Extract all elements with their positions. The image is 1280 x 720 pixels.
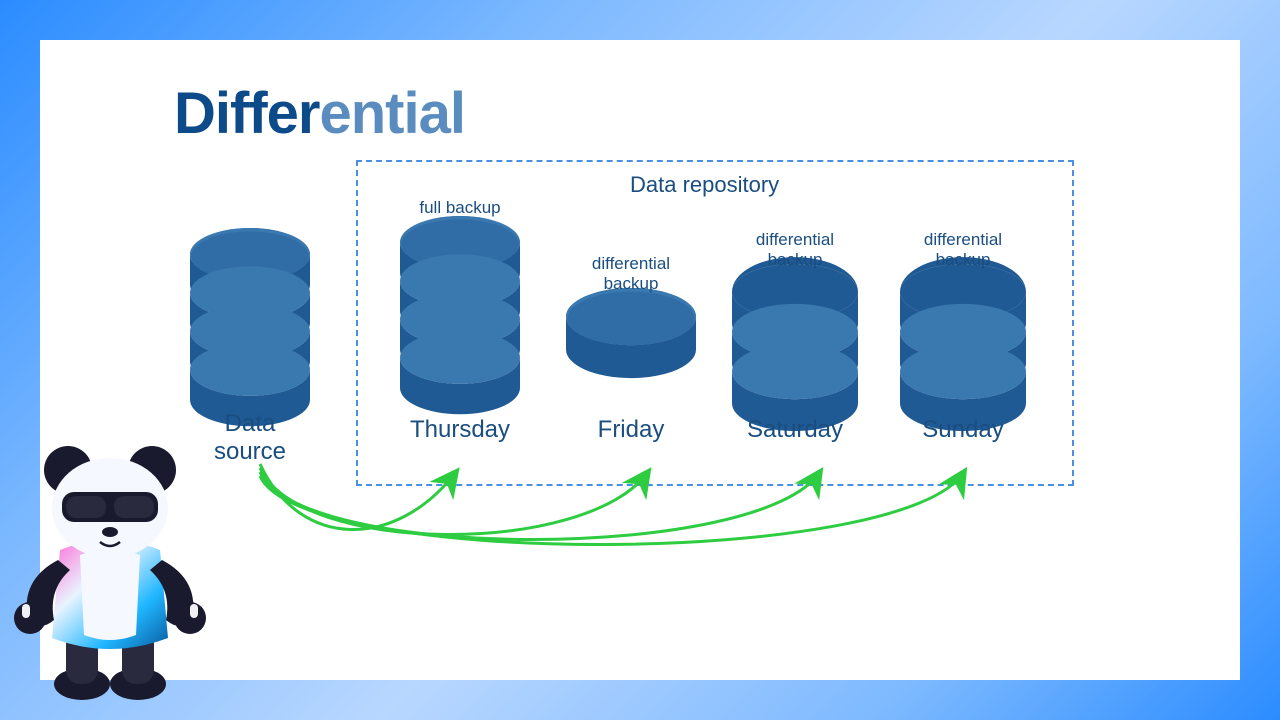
backup-type-label: full backup — [380, 198, 540, 218]
backup-type-label: differentialbackup — [551, 254, 711, 294]
repository-label: Data repository — [630, 172, 779, 198]
backup-type-label: differentialbackup — [715, 230, 875, 270]
backup-cylinder-friday — [566, 288, 696, 380]
day-label: Friday — [551, 416, 711, 444]
diagram-title: Differential — [174, 80, 465, 147]
day-label: Thursday — [380, 416, 540, 444]
backup-cylinder-saturday — [732, 264, 858, 433]
backup-cylinder-thursday — [400, 216, 520, 416]
backup-type-label: differentialbackup — [883, 230, 1043, 270]
diagram-card: Differential Data repository — [40, 40, 1240, 680]
day-label: Sunday — [883, 416, 1043, 444]
data-source-label: Datasource — [170, 410, 330, 466]
data-source-cylinder — [190, 228, 310, 428]
day-label: Saturday — [715, 416, 875, 444]
backup-cylinder-sunday — [900, 264, 1026, 433]
